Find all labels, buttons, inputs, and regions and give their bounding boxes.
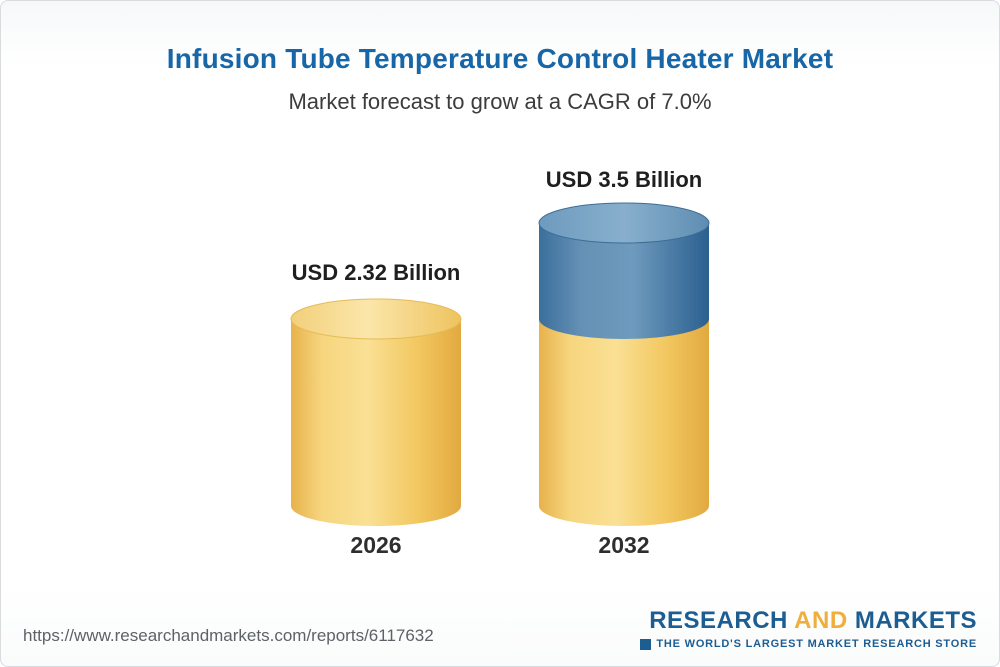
logo-tagline-row: THE WORLD'S LARGEST MARKET RESEARCH STOR… <box>640 638 977 650</box>
logo-tagline: THE WORLD'S LARGEST MARKET RESEARCH STOR… <box>656 638 977 650</box>
value-label-2032: USD 3.5 Billion <box>545 167 703 192</box>
page-subtitle: Market forecast to grow at a CAGR of 7.0… <box>288 89 712 114</box>
report-url-link[interactable]: https://www.researchandmarkets.com/repor… <box>23 626 434 645</box>
axis-label-2032: 2032 <box>598 532 650 558</box>
axis-label-2026: 2026 <box>350 532 402 558</box>
logo-word-research: RESEARCH <box>649 607 788 634</box>
logo-square-icon <box>640 638 652 650</box>
cylinder-2032-blue-segment <box>538 202 710 339</box>
page-title: Infusion Tube Temperature Control Heater… <box>166 43 834 74</box>
logo-word-and: AND <box>794 607 848 634</box>
value-label-2026: USD 2.32 Billion <box>291 260 461 285</box>
logo-wordmark: RESEARCH AND MARKETS <box>640 607 977 635</box>
cylinder-2026 <box>290 298 462 526</box>
cylinder-2032-yellow-segment <box>539 319 709 526</box>
logo-word-markets: MARKETS <box>854 607 977 634</box>
research-and-markets-logo: RESEARCH AND MARKETS THE WORLD'S LARGEST… <box>640 607 977 650</box>
